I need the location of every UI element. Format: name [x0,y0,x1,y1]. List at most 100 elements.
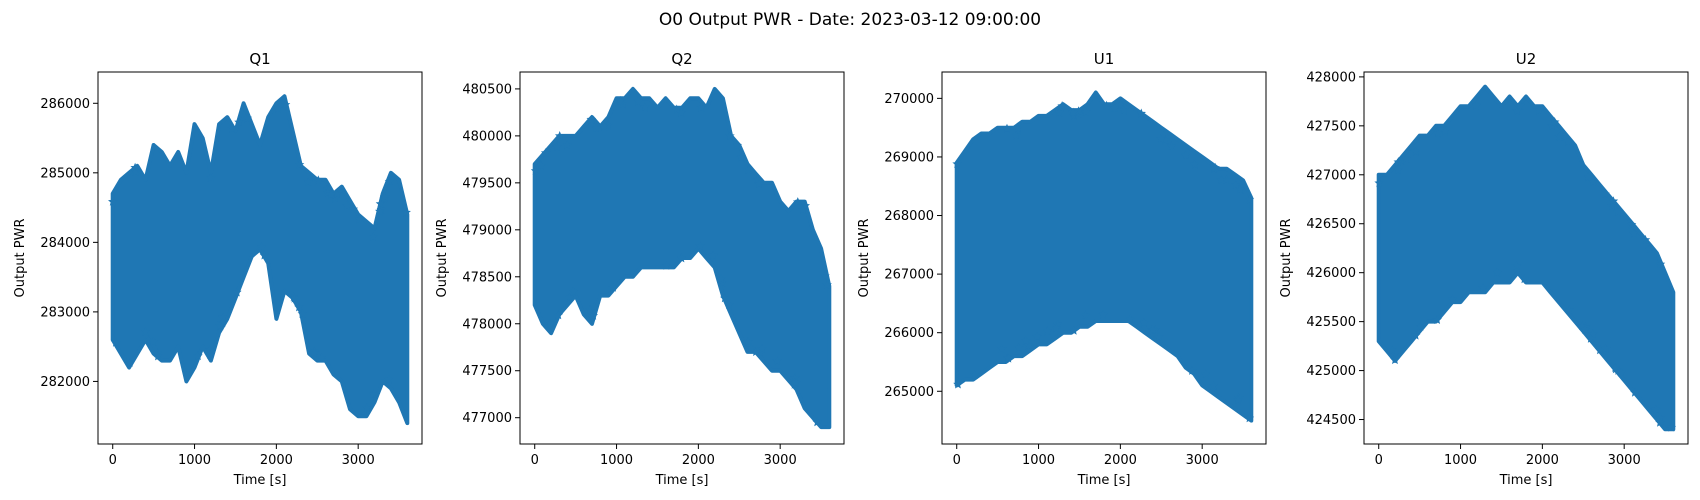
panel-q1: 0 1000 2000 3000 282000 283000 284000 285000 286… [13,50,423,488]
x-tick-label: 2000 [682,453,715,468]
data-point [368,389,379,399]
data-point [1081,107,1091,117]
data-point [1098,309,1108,319]
data-point [144,335,154,345]
data-point [1244,194,1255,204]
data-point [1655,417,1665,427]
y-tick-label: 427500 [1306,119,1356,134]
data-point [798,204,808,214]
data-point [608,282,618,292]
data-point [743,164,754,174]
data-point [1125,314,1135,324]
data-point [218,312,228,322]
data-point [379,191,390,201]
data-point [720,293,730,303]
y-tick-label: 478000 [462,317,512,332]
data-point [1011,130,1021,140]
x-tick-label: 3000 [342,453,375,468]
data-point [793,197,803,207]
y-axis-label: Output PWR [435,218,450,297]
data-point [1181,150,1191,160]
data-point [536,160,546,170]
data-point [640,102,650,112]
data-point [297,308,308,318]
x-tick-label: 2000 [1104,453,1137,468]
data-point [1511,261,1522,270]
data-point [530,165,541,175]
data-point [1101,100,1112,110]
y-tick-label: 267000 [884,268,934,283]
data-point [232,287,242,297]
data-point [552,142,562,151]
data-point [996,344,1007,353]
data-point [1610,362,1620,372]
data-point [1393,165,1403,175]
y-tick-label: 266000 [884,326,934,341]
data-point [545,318,555,328]
data-point [1410,146,1421,156]
data-point [1042,326,1053,336]
x-axis-label: Time [s] [1077,473,1131,488]
data-point [1189,159,1200,169]
data-point [368,231,378,241]
data-point [708,250,718,260]
data-point [1387,345,1397,355]
data-point [743,336,753,346]
data-point [812,417,822,427]
data-point [205,172,216,182]
y-tick-label: 268000 [884,209,934,224]
data-point [589,301,600,311]
data-point [591,123,601,133]
data-point [256,242,267,252]
y-tick-label: 283000 [40,305,90,320]
data-point [401,207,411,217]
data-point [970,370,980,380]
data-point [822,280,832,289]
data-point [1534,105,1544,115]
data-point [588,310,598,320]
data-point [1231,180,1241,189]
data-point [1374,178,1384,188]
data-point [791,377,801,387]
data-point [1021,335,1031,345]
data-point [1393,157,1403,167]
data-point [746,343,756,353]
data-point [1068,107,1078,117]
data-point [1139,317,1149,327]
data-point [1554,131,1565,141]
data-point [717,277,728,287]
data-point [1200,369,1211,379]
star-markers [530,95,832,427]
x-tick-label: 1000 [600,453,633,468]
data-point [1023,340,1034,350]
data-point [820,271,830,281]
data-point [1069,325,1079,335]
data-point [1608,196,1619,206]
x-tick-label: 0 [531,453,539,468]
data-point [108,196,118,206]
data-point [1119,105,1129,115]
data-point [1054,107,1064,117]
data-point [790,373,800,383]
data-point [362,402,372,412]
y-tick-label: 270000 [884,92,934,107]
data-point [1478,283,1488,293]
data-point [1013,342,1024,352]
data-point [672,104,682,114]
data-point [1588,328,1598,338]
data-point [205,349,215,359]
data-point [1564,305,1574,315]
data-point [326,189,336,199]
y-tick-label: 425500 [1306,315,1356,330]
y-tick-label: 427000 [1306,168,1356,183]
data-point [1057,101,1067,111]
data-point [330,193,340,203]
data-point [676,253,687,263]
data-point [1073,109,1084,119]
subplot-title: U2 [1516,50,1537,68]
figure-title: O0 Output PWR - Date: 2023-03-12 09:00:0… [659,10,1041,30]
data-point [1471,100,1482,110]
x-tick-label: 0 [1375,453,1383,468]
y-tick-label: 479500 [462,176,512,191]
